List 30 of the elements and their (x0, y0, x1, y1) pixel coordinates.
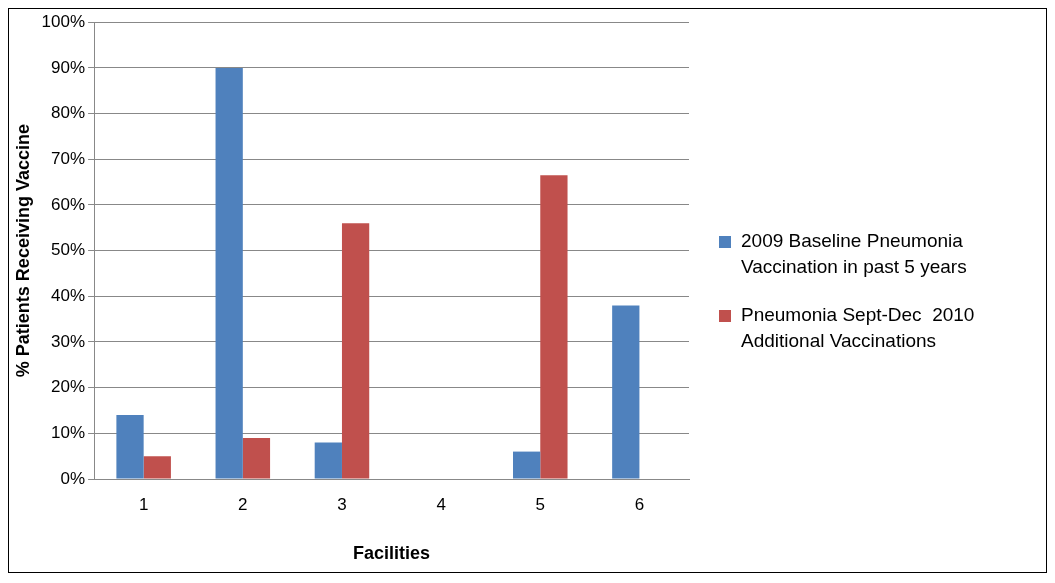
x-tick-label: 4 (436, 494, 446, 514)
x-axis-title: Facilities (353, 543, 431, 564)
bar (143, 456, 171, 479)
y-tick-label: 40% (51, 285, 86, 305)
y-tick-label: 50% (51, 240, 86, 260)
x-tick-label: 5 (535, 494, 545, 514)
legend-label: Pneumonia Sept-Dec 2010 Additional Vaccinations (741, 302, 976, 353)
y-tick-label: 30% (51, 331, 86, 351)
y-axis-title: % Patients Receiving Vaccine (12, 124, 33, 378)
bar (540, 175, 568, 479)
bar (612, 305, 640, 479)
y-tick-label: 0% (60, 468, 86, 488)
x-tick-label: 1 (138, 494, 149, 514)
y-tick-label: 100% (41, 11, 86, 31)
bar (341, 223, 370, 479)
y-tick-label: 80% (51, 103, 86, 123)
x-tick-label: 2 (238, 494, 248, 514)
x-tick-label: 6 (634, 494, 645, 514)
y-tick-label: 90% (51, 57, 86, 77)
bar (314, 442, 342, 479)
bar (513, 451, 541, 479)
x-tick-label: 3 (337, 494, 347, 514)
bar (242, 437, 271, 479)
y-tick-label: 10% (51, 423, 86, 443)
bar (215, 67, 243, 479)
legend-label: 2009 Baseline Pneumonia Vaccination in past 5 years (741, 228, 968, 279)
y-tick-label: 70% (51, 148, 86, 168)
y-tick-label: 60% (51, 194, 86, 214)
y-tick-label: 20% (51, 377, 86, 397)
bar (116, 415, 144, 479)
